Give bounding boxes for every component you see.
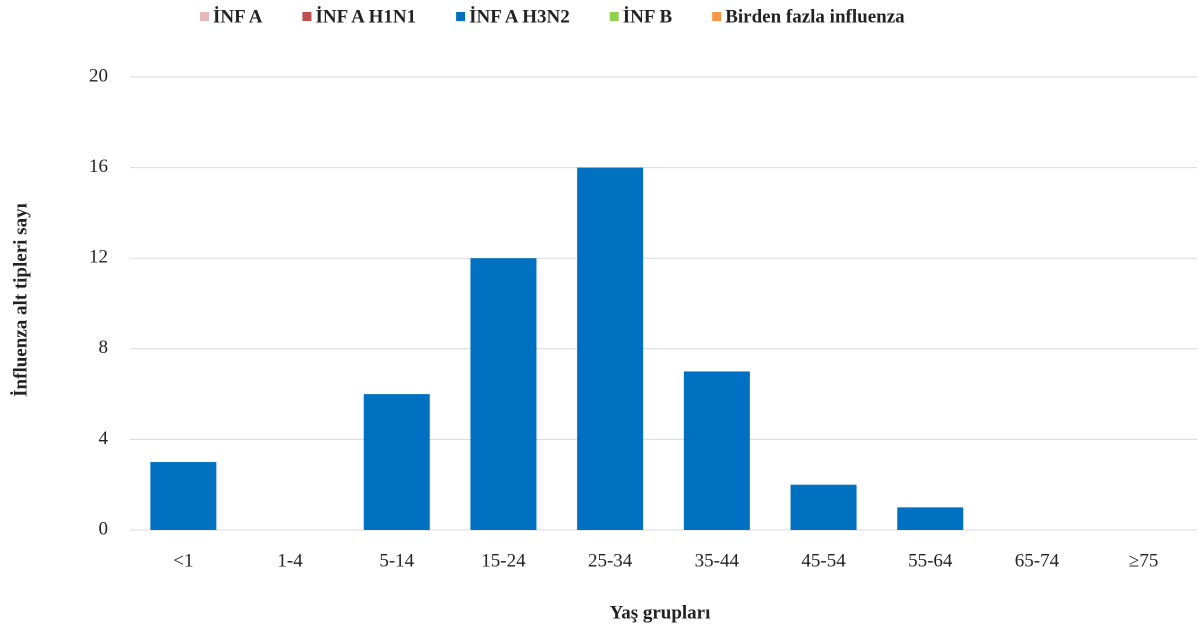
- legend-swatch: [609, 12, 619, 21]
- legend-swatch: [200, 12, 209, 21]
- bar: [470, 258, 537, 530]
- bar: [577, 167, 644, 530]
- y-tick-label: 20: [89, 65, 108, 86]
- y-tick-label: 4: [99, 428, 109, 449]
- x-tick-label: ≥75: [1129, 550, 1158, 571]
- x-axis-title: Yaş grupları: [610, 602, 711, 623]
- y-axis-title: İnfluenza alt tipleri sayı: [10, 203, 31, 397]
- x-tick-label: 35-44: [695, 550, 740, 571]
- legend-swatch: [302, 12, 312, 21]
- y-tick-label: 16: [89, 156, 108, 177]
- y-tick-label: 0: [99, 518, 109, 539]
- x-tick-label: 5-14: [379, 550, 414, 571]
- legend-label: İNF A: [213, 6, 263, 27]
- legend-label: İNF B: [623, 6, 673, 27]
- legend-label: İNF A H3N2: [469, 6, 570, 27]
- x-tick-label: <1: [173, 550, 193, 571]
- legend-label: Birden fazla influenza: [725, 6, 905, 27]
- bar: [790, 484, 857, 530]
- y-tick-label: 12: [89, 247, 108, 268]
- x-tick-label: 65-74: [1015, 550, 1060, 571]
- bar: [363, 394, 430, 530]
- x-tick-label: 1-4: [277, 550, 303, 571]
- bar: [683, 371, 750, 530]
- bar: [897, 507, 964, 530]
- legend-swatch: [712, 12, 722, 21]
- bar: [150, 462, 217, 530]
- legend-swatch: [456, 12, 466, 21]
- legend-label: İNF A H1N1: [315, 6, 416, 27]
- x-tick-label: 45-54: [801, 550, 846, 571]
- y-tick-label: 8: [99, 337, 109, 358]
- x-tick-label: 15-24: [481, 550, 526, 571]
- x-tick-label: 55-64: [908, 550, 953, 571]
- x-tick-label: 25-34: [588, 550, 633, 571]
